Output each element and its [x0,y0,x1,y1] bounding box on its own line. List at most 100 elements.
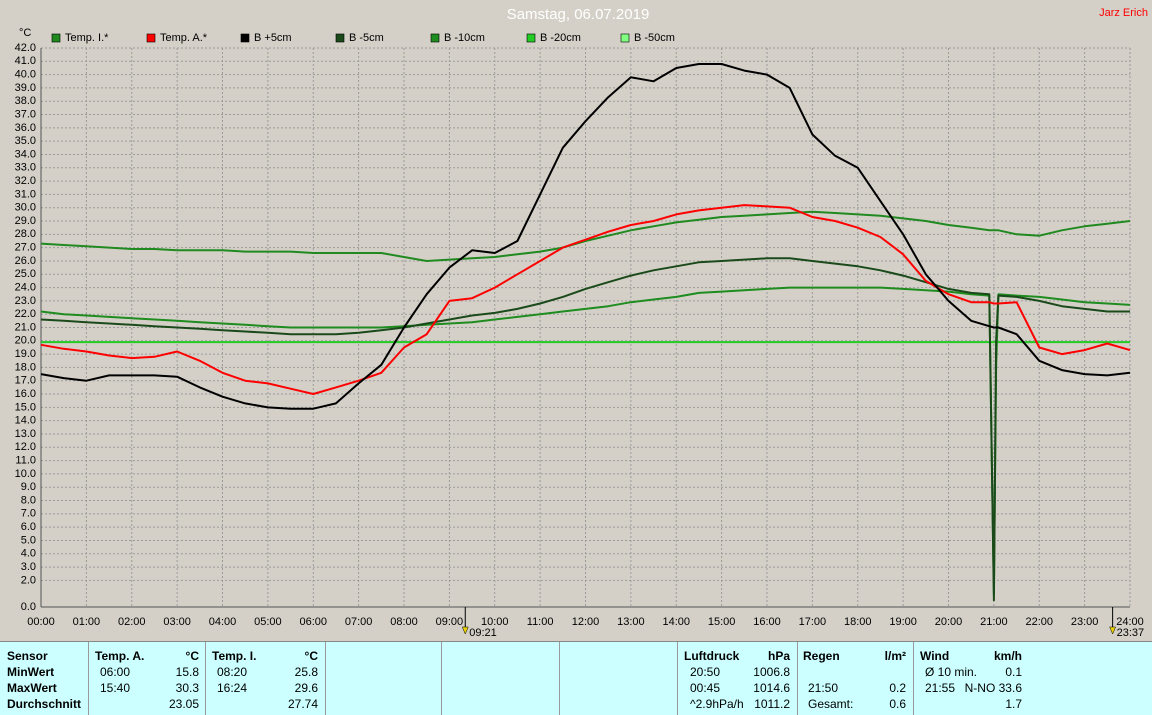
y-tick-label: 23.0 [15,295,36,307]
legend-swatch [146,33,156,43]
y-tick-label: 28.0 [15,228,36,240]
y-tick-label: 26.0 [15,255,36,267]
x-tick-label: 01:00 [73,616,101,628]
y-tick-label: 36.0 [15,122,36,134]
column-separator [205,642,206,715]
row-label: MinWert [7,665,55,679]
x-tick-label: 12:00 [572,616,600,628]
x-tick-label: 18:00 [844,616,872,628]
y-tick-label: 35.0 [15,135,36,147]
x-tick-label: 02:00 [118,616,146,628]
x-tick-label: 23:00 [1071,616,1099,628]
x-tick-label: 13:00 [617,616,645,628]
cell-time: 21:55 [925,681,956,695]
x-tick-label: 15:00 [708,616,736,628]
cell-value: N-NO 33.6 [964,681,1022,695]
cell-time: 16:24 [217,681,248,695]
y-tick-label: 37.0 [15,108,36,120]
y-tick-label: 0.0 [21,601,36,613]
cell-value: 1014.6 [753,681,790,695]
x-tick-label: 07:00 [345,616,373,628]
y-tick-label: 16.0 [15,388,36,400]
column-separator [325,642,326,715]
x-tick-label: 09:00 [436,616,464,628]
y-tick-label: 12.0 [15,441,36,453]
legend-label: B +5cm [254,32,292,44]
cell-time: Ø 10 min. [925,665,978,679]
y-tick-label: 11.0 [15,455,36,467]
cell-time: 21:50 [808,681,839,695]
y-tick-label: 18.0 [15,361,36,373]
legend-swatch [430,33,440,43]
cell-value: 23.05 [168,697,199,711]
y-tick-label: 29.0 [15,215,36,227]
marker-label: 23:37 [1117,627,1145,639]
y-tick-label: 22.0 [15,308,36,320]
y-tick-label: 32.0 [15,175,36,187]
column-separator [677,642,678,715]
x-tick-label: 00:00 [27,616,55,628]
row-label: MaxWert [7,681,57,695]
y-tick-label: 19.0 [15,348,36,360]
cell-value: 25.8 [294,665,318,679]
series-line [40,257,1130,602]
x-tick-label: 04:00 [209,616,237,628]
block-unit: hPa [767,649,790,663]
y-tick-label: 39.0 [15,82,36,94]
column-separator [559,642,560,715]
x-tick-label: 19:00 [889,616,917,628]
y-tick-label: 33.0 [15,162,36,174]
y-tick-label: 27.0 [15,242,36,254]
column-separator [797,642,798,715]
y-tick-label: 4.0 [21,548,36,560]
cell-value: 1.7 [1005,697,1022,711]
y-tick-label: 21.0 [15,321,36,333]
y-tick-label: 7.0 [21,508,36,520]
row-label: Durchschnitt [7,697,82,711]
y-tick-label: 9.0 [21,481,36,493]
cell-time: ^2.9hPa/h [690,697,744,711]
cell-value: 1006.8 [753,665,790,679]
y-tick-label: 20.0 [15,335,36,347]
legend-label: B -50cm [634,32,675,44]
marker-icon [1109,626,1117,635]
block-header: Temp. A. [95,649,145,663]
x-tick-label: 03:00 [163,616,191,628]
column-separator [913,642,914,715]
cell-value: 30.3 [175,681,199,695]
chart: Samstag, 06.07.2019 Jarz Erich °C 0.0 2.0… [15,6,1148,639]
y-tick-label: 24.0 [15,281,36,293]
legend-label: Temp. A.* [160,32,208,44]
x-tick-label: 16:00 [753,616,781,628]
y-tick-label: 30.0 [15,202,36,214]
column-separator [88,642,89,715]
x-tick-label: 22:00 [1025,616,1053,628]
x-tick-label: 06:00 [299,616,327,628]
x-tick-label: 11:00 [527,616,554,628]
series-line [40,204,1131,395]
y-tick-label: 34.0 [15,148,36,160]
series-line [40,210,1131,262]
block-header: Regen [803,649,840,663]
y-tick-label: 41.0 [15,55,36,67]
cell-time: 20:50 [690,665,721,679]
y-axis-label: °C [19,27,31,39]
cell-time: Gesamt: [808,697,854,711]
x-tick-label: 10:00 [481,616,509,628]
cell-value: 0.6 [889,697,906,711]
y-tick-label: 17.0 [15,375,36,387]
statistics-table: Sensor MinWert MaxWert Durchschnitt Temp. A.… [0,641,1152,715]
marker-label: 09:21 [469,627,497,639]
y-tick-label: 6.0 [21,521,36,533]
cell-time: 00:45 [690,681,721,695]
cell-value: 0.2 [889,681,906,695]
series-line [40,63,1131,410]
author: Jarz Erich [1099,7,1148,19]
x-tick-label: 20:00 [935,616,963,628]
legend-swatch [526,33,536,43]
y-tick-label: 8.0 [21,494,36,506]
block-unit: l/m² [884,649,906,663]
legend-label: Temp. I.* [65,32,109,44]
x-tick-label: 17:00 [799,616,827,628]
block-header: Wind [920,649,950,663]
